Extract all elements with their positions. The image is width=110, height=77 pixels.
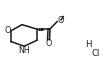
Text: O: O	[57, 16, 63, 25]
Text: NH: NH	[18, 46, 30, 55]
Text: O: O	[5, 26, 11, 35]
Text: O: O	[46, 39, 52, 48]
Text: Cl: Cl	[92, 49, 100, 58]
Text: H: H	[85, 40, 91, 49]
